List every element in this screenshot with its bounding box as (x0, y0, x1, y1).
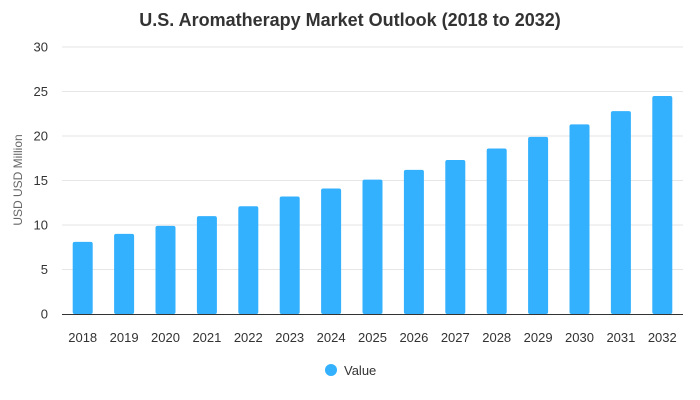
bar-2030[interactable] (569, 124, 590, 315)
x-tick-label: 2032 (648, 330, 677, 345)
bar-2026[interactable] (403, 169, 424, 314)
y-tick-label: 10 (34, 218, 48, 233)
y-tick-label: 25 (34, 84, 48, 99)
x-tick-label: 2024 (317, 330, 346, 345)
x-tick-label: 2021 (192, 330, 221, 345)
bar-2024[interactable] (321, 188, 342, 314)
y-tick-label: 15 (34, 173, 48, 188)
x-tick-label: 2020 (151, 330, 180, 345)
x-tick-label: 2027 (441, 330, 470, 345)
y-tick-label: 30 (34, 40, 48, 55)
bar-2032[interactable] (652, 95, 673, 314)
y-axis-ticks: 0 5 10 15 20 25 30 (34, 40, 48, 322)
bar-2031[interactable] (610, 111, 631, 314)
x-tick-label: 2030 (565, 330, 594, 345)
x-tick-label: 2022 (234, 330, 263, 345)
bar-2028[interactable] (486, 148, 507, 314)
bar-2025[interactable] (362, 179, 383, 314)
legend-swatch (325, 364, 337, 376)
y-tick-label: 5 (41, 262, 48, 277)
x-tick-label: 2019 (110, 330, 139, 345)
bar-2021[interactable] (196, 216, 217, 314)
bar-2020[interactable] (155, 225, 176, 314)
bar-2029[interactable] (528, 136, 549, 314)
bars (72, 95, 673, 315)
y-tick-label: 20 (34, 129, 48, 144)
x-tick-label: 2031 (606, 330, 635, 345)
y-tick-label: 0 (41, 307, 48, 322)
bar-2022[interactable] (238, 206, 259, 314)
bar-2018[interactable] (72, 241, 93, 314)
bar-2023[interactable] (279, 196, 300, 314)
legend-label: Value (344, 363, 376, 378)
x-tick-label: 2029 (524, 330, 553, 345)
x-tick-label: 2028 (482, 330, 511, 345)
legend: Value (325, 363, 376, 378)
x-tick-label: 2026 (399, 330, 428, 345)
x-tick-label: 2025 (358, 330, 387, 345)
bar-2019[interactable] (114, 233, 135, 314)
x-tick-label: 2018 (68, 330, 97, 345)
chart-title: U.S. Aromatherapy Market Outlook (2018 t… (139, 10, 560, 30)
bar-2027[interactable] (445, 160, 466, 314)
x-axis-ticks: 2018 2019 2020 2021 2022 2023 2024 2025 2026 2027… (68, 330, 677, 345)
y-axis-label: USD USD Million (11, 134, 25, 225)
x-tick-label: 2023 (275, 330, 304, 345)
